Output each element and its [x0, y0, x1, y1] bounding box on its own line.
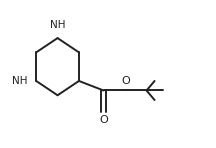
Text: NH: NH [12, 76, 28, 86]
Text: O: O [122, 76, 130, 86]
Text: O: O [99, 115, 108, 125]
Text: NH: NH [50, 20, 65, 30]
